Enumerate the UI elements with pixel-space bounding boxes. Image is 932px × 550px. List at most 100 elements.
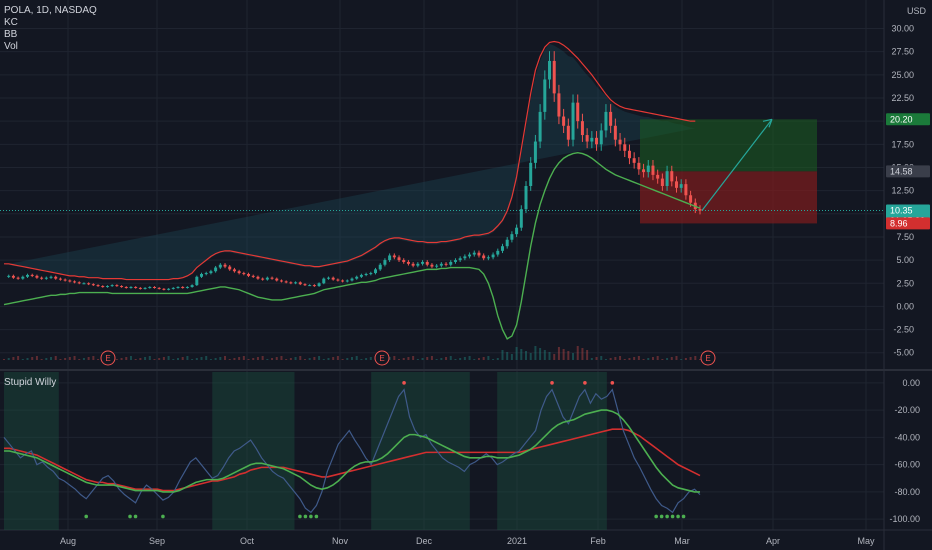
volume-bar bbox=[3, 359, 5, 360]
volume-bar bbox=[144, 357, 147, 360]
candle-body bbox=[87, 283, 91, 285]
price-tick: 5.00 bbox=[896, 255, 914, 265]
volume-bar bbox=[266, 359, 269, 360]
indicator-kc[interactable]: KC bbox=[4, 17, 18, 28]
candle-body bbox=[44, 277, 48, 279]
candle-body bbox=[425, 261, 429, 265]
volume-bar bbox=[656, 356, 659, 360]
volume-bar bbox=[181, 357, 184, 360]
candle-body bbox=[656, 174, 660, 179]
candle-body bbox=[16, 277, 20, 279]
candle-body bbox=[247, 274, 251, 276]
overbought-dot bbox=[610, 381, 615, 385]
shade-band bbox=[497, 372, 607, 530]
volume-bar bbox=[680, 359, 683, 360]
price-tick: 2.50 bbox=[896, 278, 914, 288]
time-axis[interactable]: Aug Sep Oct Nov Dec 2021 Feb Mar Apr May bbox=[60, 536, 875, 546]
oversold-dot bbox=[128, 514, 132, 519]
candle-body bbox=[200, 274, 204, 277]
volume-bar bbox=[576, 346, 579, 360]
volume-bar bbox=[473, 359, 476, 360]
volume-bar bbox=[647, 358, 650, 360]
candlesticks bbox=[7, 51, 702, 291]
candle-body bbox=[524, 186, 528, 210]
volume-bar bbox=[412, 356, 415, 360]
volume-bar bbox=[510, 354, 513, 360]
candle-body bbox=[595, 137, 599, 145]
volume-bar bbox=[416, 359, 419, 360]
volume-bar bbox=[129, 356, 132, 360]
candle-body bbox=[223, 264, 227, 267]
candle-body bbox=[613, 125, 617, 140]
volume-bar bbox=[54, 356, 57, 360]
candle-body bbox=[515, 227, 519, 235]
candle-body bbox=[68, 280, 72, 282]
candle-body bbox=[11, 275, 15, 278]
volume-bar bbox=[694, 356, 697, 360]
candle-body bbox=[411, 263, 415, 266]
subpane-title[interactable]: Stupid Willy bbox=[4, 377, 57, 388]
projection-arrow bbox=[701, 118, 773, 211]
volume-bar bbox=[482, 357, 485, 360]
stop-zone bbox=[640, 171, 817, 224]
time-tick: May bbox=[857, 536, 875, 546]
price-tick: 0.00 bbox=[896, 301, 914, 311]
price-tick: 27.50 bbox=[891, 47, 914, 57]
time-tick: Aug bbox=[60, 536, 76, 546]
candle-body bbox=[115, 285, 119, 287]
volume-bar bbox=[355, 356, 358, 360]
volume-bar bbox=[351, 357, 353, 360]
volume-bar bbox=[581, 348, 584, 360]
candle-body bbox=[162, 288, 166, 290]
currency-label: USD bbox=[907, 6, 927, 16]
indicator-vol[interactable]: Vol bbox=[4, 41, 18, 52]
candle-body bbox=[312, 285, 316, 287]
candle-body bbox=[35, 275, 39, 278]
volume-bar bbox=[628, 358, 631, 360]
oversold-dot bbox=[314, 514, 319, 519]
bb-fill bbox=[4, 43, 696, 281]
volume-bar bbox=[327, 358, 330, 360]
price-tick: 12.50 bbox=[891, 186, 914, 196]
target-price-tag-bg bbox=[886, 113, 930, 126]
candle-body bbox=[402, 260, 406, 262]
candle-body bbox=[167, 288, 171, 290]
candle-body bbox=[435, 265, 439, 267]
volume-bar bbox=[256, 357, 259, 360]
candle-body bbox=[529, 162, 533, 186]
candle-body bbox=[21, 276, 25, 279]
indicator-bb[interactable]: BB bbox=[4, 29, 18, 40]
oversold-dot bbox=[676, 514, 680, 519]
volume-bar bbox=[228, 359, 231, 360]
volume-bar bbox=[224, 356, 227, 360]
oversold-dot bbox=[298, 514, 302, 519]
volume-bar bbox=[92, 356, 95, 360]
volume-bar bbox=[115, 359, 118, 360]
candle-body bbox=[326, 277, 330, 279]
candle-body bbox=[138, 287, 142, 289]
earnings-marker: E bbox=[100, 350, 116, 366]
earnings-label: E bbox=[705, 354, 710, 363]
volume-bar bbox=[539, 348, 542, 360]
candle-body bbox=[566, 125, 570, 140]
volume-bar bbox=[308, 358, 311, 360]
candle-body bbox=[242, 273, 246, 275]
volume-bar bbox=[633, 357, 636, 360]
sub-tick: -40.00 bbox=[894, 432, 920, 442]
volume-bar bbox=[365, 358, 368, 360]
volume-bar bbox=[191, 359, 194, 360]
candle-body bbox=[275, 278, 279, 281]
candle-body bbox=[49, 276, 53, 278]
volume-bar bbox=[609, 358, 612, 360]
volume-bar bbox=[604, 359, 607, 360]
candle-body bbox=[421, 261, 425, 264]
symbol-title[interactable]: POLA, 1D, NASDAQ bbox=[4, 5, 97, 16]
earnings-marker: E bbox=[374, 350, 390, 366]
volume-bar bbox=[369, 357, 372, 360]
candle-body bbox=[637, 162, 641, 170]
volume-bar bbox=[496, 358, 499, 360]
volume-bar bbox=[506, 352, 509, 360]
